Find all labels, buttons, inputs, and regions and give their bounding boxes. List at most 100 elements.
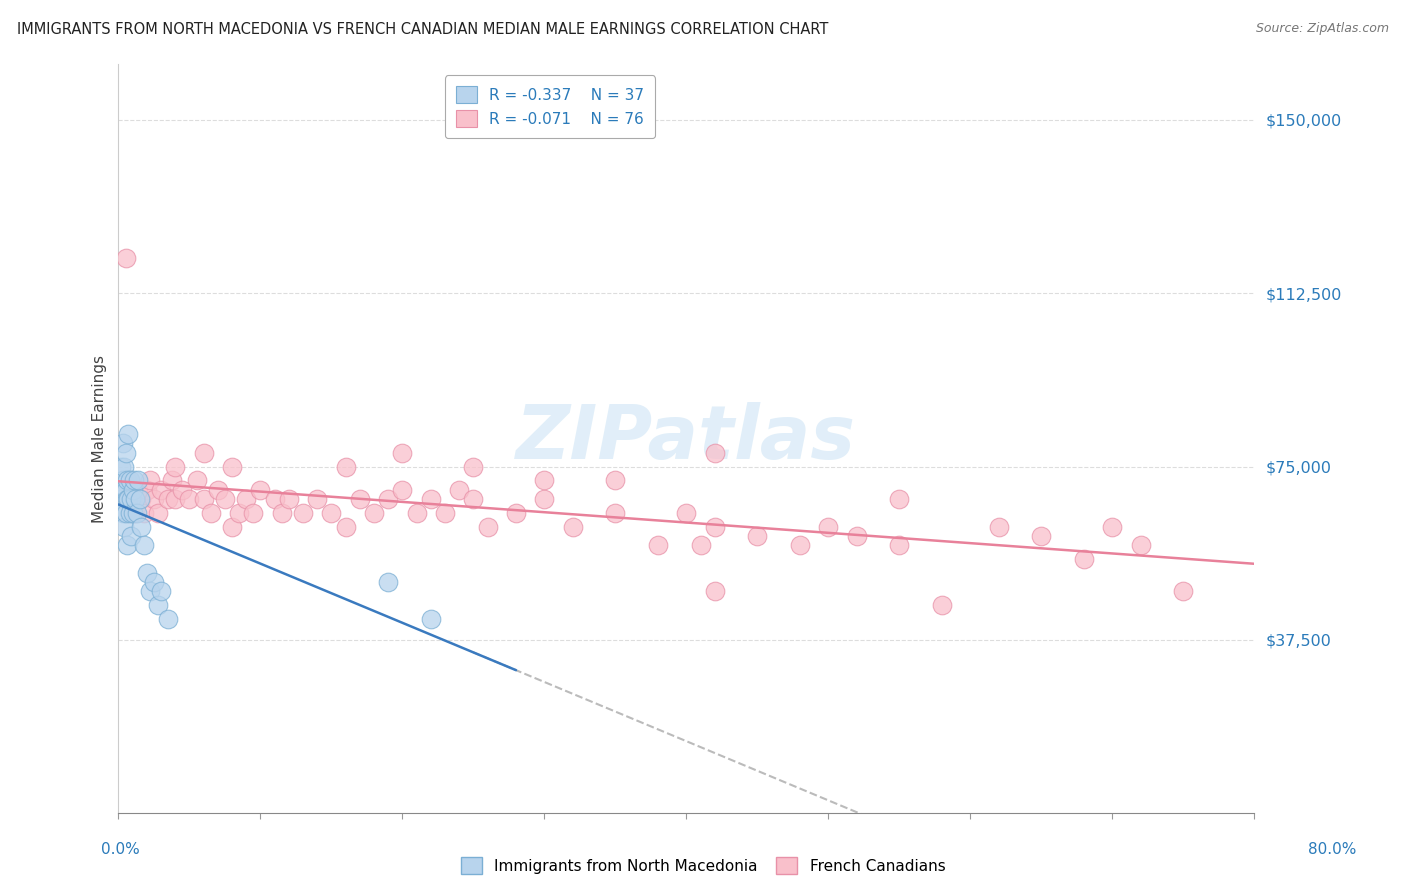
- Point: [111, 474, 134, 488]
- Point: [129, 519, 152, 533]
- Point: [135, 566, 157, 580]
- Point: [112, 483, 135, 497]
- Point: [249, 483, 271, 497]
- Point: [114, 252, 136, 266]
- Point: [127, 474, 149, 488]
- Point: [121, 491, 143, 506]
- Point: [150, 483, 173, 497]
- Point: [115, 491, 138, 506]
- Point: [405, 506, 427, 520]
- Point: [165, 491, 187, 506]
- Point: [845, 529, 868, 543]
- Point: [138, 474, 160, 488]
- Point: [335, 519, 357, 533]
- Point: [263, 491, 285, 506]
- Point: [307, 491, 329, 506]
- Point: [115, 474, 138, 488]
- Point: [117, 491, 139, 506]
- Point: [112, 519, 135, 533]
- Point: [463, 491, 485, 506]
- Point: [1129, 538, 1152, 552]
- Text: Source: ZipAtlas.com: Source: ZipAtlas.com: [1256, 22, 1389, 36]
- Point: [605, 506, 627, 520]
- Point: [449, 483, 471, 497]
- Point: [115, 538, 138, 552]
- Point: [193, 445, 215, 459]
- Point: [391, 445, 413, 459]
- Point: [931, 599, 953, 613]
- Point: [124, 506, 146, 520]
- Point: [148, 599, 170, 613]
- Point: [533, 491, 555, 506]
- Point: [132, 538, 155, 552]
- Point: [703, 519, 725, 533]
- Point: [112, 459, 135, 474]
- Point: [142, 491, 165, 506]
- Point: [703, 445, 725, 459]
- Point: [122, 474, 145, 488]
- Point: [162, 474, 184, 488]
- Point: [363, 506, 385, 520]
- Point: [505, 506, 527, 520]
- Point: [138, 584, 160, 599]
- Point: [533, 474, 555, 488]
- Point: [647, 538, 669, 552]
- Point: [179, 491, 201, 506]
- Text: 80.0%: 80.0%: [1309, 842, 1357, 856]
- Point: [419, 491, 441, 506]
- Point: [111, 436, 134, 450]
- Point: [221, 519, 243, 533]
- Point: [118, 474, 141, 488]
- Point: [689, 538, 711, 552]
- Point: [200, 506, 222, 520]
- Point: [172, 483, 194, 497]
- Point: [120, 491, 142, 506]
- Point: [165, 459, 187, 474]
- Point: [114, 445, 136, 459]
- Point: [434, 506, 457, 520]
- Point: [115, 491, 138, 506]
- Point: [1101, 519, 1123, 533]
- Point: [132, 506, 155, 520]
- Legend: Immigrants from North Macedonia, French Canadians: Immigrants from North Macedonia, French …: [454, 851, 952, 880]
- Point: [228, 506, 250, 520]
- Y-axis label: Median Male Earnings: Median Male Earnings: [93, 355, 107, 523]
- Point: [127, 483, 149, 497]
- Point: [186, 474, 208, 488]
- Legend: R = -0.337    N = 37, R = -0.071    N = 76: R = -0.337 N = 37, R = -0.071 N = 76: [446, 76, 655, 137]
- Point: [110, 459, 132, 474]
- Point: [703, 584, 725, 599]
- Point: [889, 491, 911, 506]
- Point: [889, 538, 911, 552]
- Point: [463, 459, 485, 474]
- Point: [477, 519, 499, 533]
- Point: [207, 483, 229, 497]
- Point: [391, 483, 413, 497]
- Point: [987, 519, 1010, 533]
- Point: [111, 506, 134, 520]
- Point: [121, 483, 143, 497]
- Point: [157, 491, 180, 506]
- Point: [242, 506, 264, 520]
- Point: [135, 483, 157, 497]
- Point: [118, 474, 141, 488]
- Text: 0.0%: 0.0%: [101, 842, 141, 856]
- Point: [817, 519, 839, 533]
- Point: [120, 529, 142, 543]
- Point: [1173, 584, 1195, 599]
- Point: [129, 491, 152, 506]
- Point: [277, 491, 299, 506]
- Point: [110, 491, 132, 506]
- Point: [419, 612, 441, 626]
- Text: IMMIGRANTS FROM NORTH MACEDONIA VS FRENCH CANADIAN MEDIAN MALE EARNINGS CORRELAT: IMMIGRANTS FROM NORTH MACEDONIA VS FRENC…: [17, 22, 828, 37]
- Point: [335, 459, 357, 474]
- Point: [605, 474, 627, 488]
- Point: [114, 506, 136, 520]
- Point: [235, 491, 257, 506]
- Point: [214, 491, 236, 506]
- Point: [128, 491, 150, 506]
- Point: [148, 506, 170, 520]
- Point: [221, 459, 243, 474]
- Point: [150, 584, 173, 599]
- Point: [561, 519, 583, 533]
